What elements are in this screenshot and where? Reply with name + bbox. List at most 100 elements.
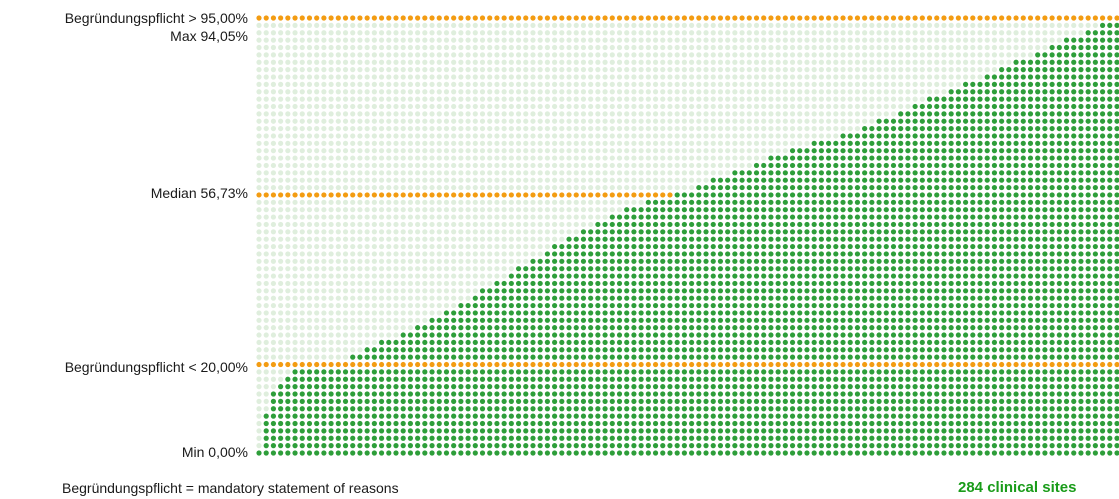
site-dot <box>797 347 803 353</box>
empty-dot <box>429 81 435 87</box>
empty-dot <box>378 302 385 309</box>
site-dot <box>386 450 392 456</box>
empty-dot <box>559 207 565 213</box>
site-dot <box>573 384 579 390</box>
empty-dot <box>364 317 370 323</box>
site-dot <box>847 243 853 250</box>
empty-dot <box>472 236 478 242</box>
empty-dot <box>292 162 298 169</box>
empty-dot <box>566 125 572 132</box>
empty-dot <box>357 44 363 51</box>
site-dot <box>595 413 601 419</box>
empty-dot <box>256 280 262 287</box>
site-dot <box>566 443 572 449</box>
empty-dot <box>624 89 630 95</box>
empty-dot <box>710 148 716 154</box>
empty-dot <box>436 96 442 102</box>
empty-dot <box>357 81 363 87</box>
reference-line-dot <box>306 192 313 198</box>
site-dot <box>638 450 644 456</box>
site-dot <box>451 428 457 434</box>
site-dot <box>833 258 839 264</box>
empty-dot <box>364 339 370 346</box>
reference-line-dot <box>393 361 399 368</box>
site-dot <box>826 339 832 346</box>
empty-dot <box>436 44 442 51</box>
empty-dot <box>689 155 695 161</box>
empty-dot <box>422 199 428 205</box>
empty-dot <box>746 59 752 65</box>
site-dot <box>811 258 817 264</box>
empty-dot <box>256 59 262 65</box>
empty-dot <box>364 133 370 139</box>
site-dot <box>342 384 349 390</box>
empty-dot <box>746 133 752 139</box>
site-dot <box>407 443 414 449</box>
empty-dot <box>342 295 349 301</box>
empty-dot <box>378 52 385 58</box>
site-dot <box>523 288 529 294</box>
site-dot <box>501 310 507 316</box>
site-dot <box>472 376 478 382</box>
empty-dot <box>624 74 630 80</box>
site-dot <box>789 310 796 316</box>
empty-dot <box>501 52 507 58</box>
site-dot <box>292 443 298 449</box>
empty-dot <box>566 162 572 169</box>
empty-dot <box>616 148 623 154</box>
site-dot <box>768 214 774 220</box>
site-dot <box>609 310 615 316</box>
site-dot <box>566 266 572 272</box>
site-dot <box>595 258 601 264</box>
empty-dot <box>501 118 507 124</box>
empty-dot <box>451 81 457 87</box>
empty-dot <box>616 162 623 169</box>
empty-dot <box>306 37 313 43</box>
empty-dot <box>256 236 262 242</box>
site-dot <box>595 443 601 449</box>
empty-dot <box>357 133 363 139</box>
site-dot <box>602 376 608 382</box>
site-dot <box>378 384 385 390</box>
empty-dot <box>487 221 493 228</box>
empty-dot <box>451 89 457 95</box>
site-dot <box>645 251 651 257</box>
site-dot <box>811 199 817 205</box>
site-dot <box>537 420 543 427</box>
empty-dot <box>436 221 442 228</box>
site-dot <box>306 398 313 404</box>
site-dot <box>624 302 630 309</box>
site-dot <box>833 450 839 456</box>
site-dot <box>479 302 486 309</box>
site-dot <box>811 177 817 183</box>
empty-dot <box>739 125 745 132</box>
empty-dot <box>371 118 377 124</box>
empty-dot <box>429 140 435 146</box>
empty-dot <box>263 332 269 338</box>
empty-dot <box>263 177 269 183</box>
empty-dot <box>725 103 731 110</box>
reference-line-dot <box>451 15 457 21</box>
site-dot <box>616 317 623 323</box>
site-dot <box>725 376 731 382</box>
site-dot <box>811 413 817 419</box>
site-dot <box>667 384 673 390</box>
site-dot <box>407 450 414 456</box>
site-dot <box>811 332 817 338</box>
empty-dot <box>422 317 428 323</box>
empty-dot <box>278 103 284 110</box>
site-dot <box>789 273 796 279</box>
empty-dot <box>595 125 601 132</box>
site-dot <box>811 435 817 441</box>
site-dot <box>818 310 824 316</box>
site-dot <box>544 302 551 309</box>
empty-dot <box>537 148 543 154</box>
empty-dot <box>350 310 356 316</box>
site-dot <box>299 369 305 375</box>
empty-dot <box>811 22 817 28</box>
site-dot <box>739 273 745 279</box>
site-dot <box>616 288 623 294</box>
site-dot <box>588 354 594 360</box>
empty-dot <box>530 96 536 102</box>
site-dot <box>580 398 587 404</box>
